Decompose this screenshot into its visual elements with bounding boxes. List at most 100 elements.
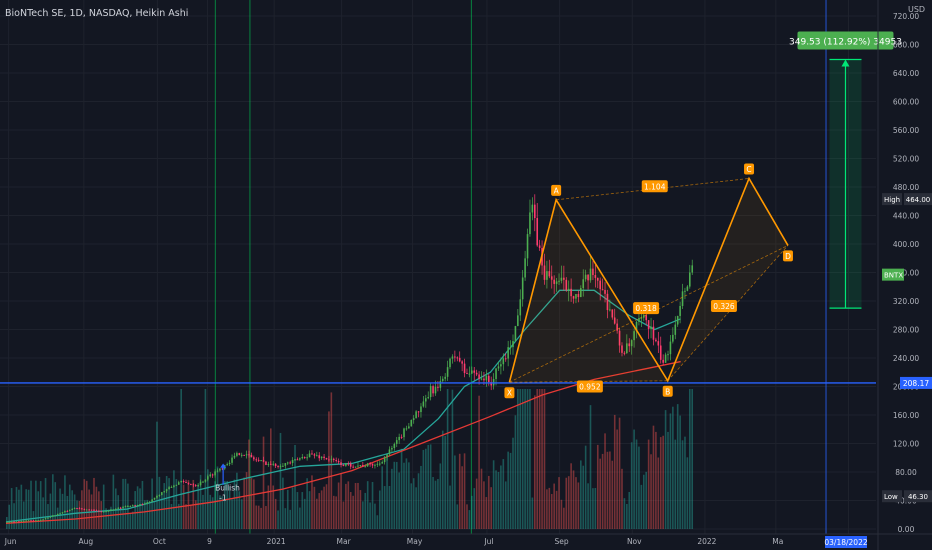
volume-bar: [478, 395, 480, 529]
volume-bar: [558, 477, 560, 529]
candle-body: [514, 326, 517, 342]
price-value-text: 46.30: [908, 493, 928, 501]
volume-bar: [645, 471, 648, 529]
volume-bar: [313, 486, 316, 529]
volume-bar: [37, 491, 40, 529]
candle-body: [621, 345, 623, 353]
x-tick-label: 2021: [267, 537, 286, 546]
candle-body: [679, 306, 681, 316]
volume-bar: [136, 486, 139, 529]
candle-body: [76, 508, 78, 510]
candle-body: [197, 485, 199, 487]
candle-body: [105, 511, 107, 513]
pattern-point-box: [782, 250, 793, 262]
volume-bar: [432, 477, 434, 529]
volume-bar: [54, 482, 57, 529]
candle-body: [594, 274, 597, 278]
candle-body: [659, 345, 662, 360]
volume-bar: [245, 472, 248, 529]
candle-body: [248, 454, 250, 456]
volume-bar: [592, 488, 594, 529]
candle-body: [299, 458, 301, 460]
volume-bar: [105, 508, 107, 529]
volume-bars: [6, 389, 694, 529]
candle-body: [216, 470, 219, 472]
target-arrow-head: [841, 59, 850, 67]
candle-body: [689, 272, 691, 287]
target-projection[interactable]: 349.53 (112.92%) 34953: [789, 31, 902, 309]
candle-body: [611, 309, 614, 318]
volume-bar: [294, 444, 296, 529]
candle-body: [95, 510, 98, 512]
volume-bar: [277, 510, 279, 529]
volume-bar: [177, 503, 180, 529]
candle-body: [54, 515, 57, 517]
volume-bar: [299, 507, 301, 529]
volume-bar: [502, 459, 505, 529]
candle-body: [165, 489, 168, 492]
ratio-label: 0.318: [635, 304, 657, 313]
candle-body: [134, 505, 136, 507]
y-tick-label: 720.00: [893, 12, 919, 21]
volume-bar: [100, 501, 103, 529]
y-tick-label: 240.00: [893, 354, 919, 363]
candle-body: [495, 368, 497, 380]
volume-bar: [536, 389, 539, 529]
volume-bar: [362, 501, 364, 529]
candle-body: [526, 234, 529, 259]
volume-bar: [216, 466, 219, 529]
volume-bar: [66, 495, 69, 529]
volume-bar: [674, 439, 677, 529]
volume-bar: [623, 498, 626, 529]
candle-body: [519, 299, 522, 316]
volume-bar: [441, 430, 444, 529]
candle-body: [383, 457, 386, 463]
candle-body: [408, 426, 410, 429]
pattern-leg-line: [508, 176, 789, 383]
candle-body: [381, 462, 384, 464]
volume-bar: [483, 481, 485, 529]
volume-bar: [565, 477, 568, 529]
volume-bar: [349, 492, 352, 529]
volume-bar: [415, 487, 417, 529]
volume-bar: [204, 389, 207, 529]
candle-body: [500, 364, 502, 367]
volume-bar: [282, 477, 284, 529]
volume-bar: [533, 395, 536, 529]
volume-bar: [296, 492, 299, 529]
candle-body: [330, 458, 333, 460]
candle-body: [49, 516, 52, 518]
volume-bar: [475, 478, 478, 529]
pattern-point-label: X: [507, 389, 512, 398]
hline-price-label: 208.17: [903, 379, 929, 388]
candle-body: [262, 460, 265, 462]
pattern-point-label: B: [665, 387, 670, 396]
volume-bar: [425, 448, 427, 529]
volume-bar: [262, 436, 265, 529]
volume-bar: [328, 411, 330, 529]
candle-body: [672, 334, 674, 342]
volume-bar: [616, 429, 618, 529]
candle-body: [110, 509, 112, 511]
volume-bar: [274, 498, 277, 529]
candle-body: [432, 386, 434, 394]
volume-bar: [567, 476, 570, 529]
candle-body: [90, 509, 93, 511]
candle-body: [42, 519, 44, 521]
candle-body: [231, 457, 233, 463]
candle-body: [529, 212, 531, 235]
x-tick-label: Jul: [483, 537, 493, 546]
candle-body: [596, 277, 599, 281]
candle-body: [311, 453, 313, 455]
candle-body: [451, 356, 454, 359]
volume-bar: [538, 389, 541, 529]
y-tick-label: 440.00: [893, 212, 919, 221]
candle-body: [558, 280, 560, 282]
candle-body: [684, 290, 686, 292]
candle-body: [44, 518, 47, 520]
candle-body: [85, 509, 88, 511]
volume-bar: [563, 507, 565, 529]
candle-body: [253, 457, 255, 460]
volume-bar: [301, 492, 304, 529]
